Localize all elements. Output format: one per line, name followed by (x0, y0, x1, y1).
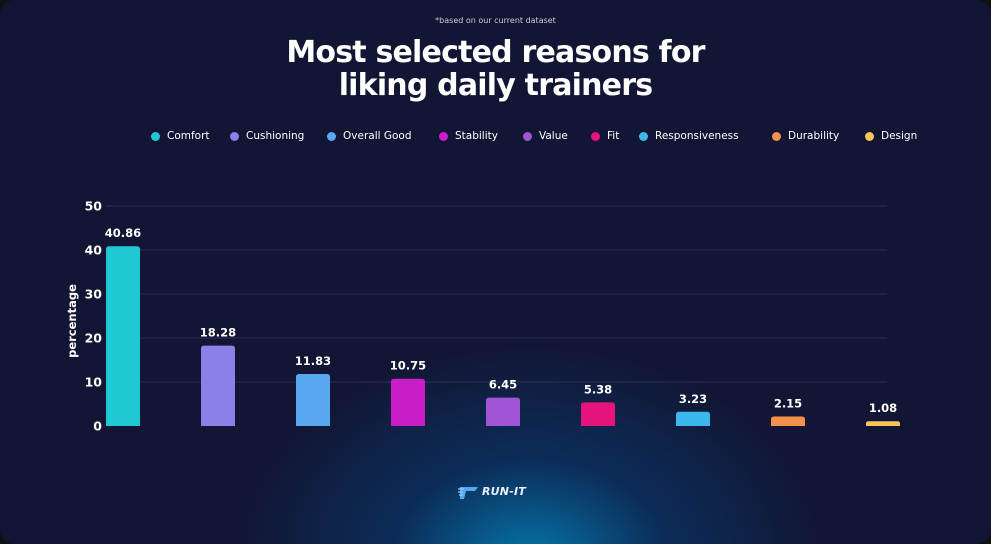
bar (771, 416, 805, 426)
y-tick-label: 0 (93, 419, 102, 434)
legend-swatch (439, 131, 448, 141)
y-axis-label: percentage (65, 284, 79, 358)
bar-value-label: 18.28 (200, 326, 236, 340)
logo-icon (458, 487, 478, 499)
chart-title-line-1: Most selected reasons for (286, 35, 705, 70)
legend-item: Stability (439, 130, 498, 142)
bar (676, 411, 710, 426)
legend-swatch (639, 131, 648, 141)
legend-item: Durability (772, 130, 839, 142)
bar-value-label: 11.83 (295, 354, 331, 368)
bar (296, 373, 330, 426)
bar-value-label: 2.15 (774, 397, 802, 411)
legend-label: Value (539, 130, 568, 142)
bar-value-label: 40.86 (105, 226, 141, 240)
legend-swatch (772, 131, 781, 141)
legend-swatch (327, 131, 336, 141)
bar-value-label: 3.23 (679, 392, 707, 406)
dataset-note: *based on our current dataset (435, 16, 556, 25)
legend-label: Cushioning (246, 130, 305, 142)
bar (866, 421, 900, 426)
legend-label: Overall Good (343, 130, 412, 142)
legend-item: Overall Good (327, 130, 412, 142)
legend-label: Design (881, 130, 918, 142)
bar-value-label: 5.38 (584, 382, 612, 396)
legend-label: Responsiveness (655, 130, 739, 142)
legend: Comfort Cushioning Overall Good Stability Va… (0, 130, 991, 146)
legend-swatch (151, 131, 160, 141)
chart-title: Most selected reasons for liking daily t… (0, 36, 991, 102)
chart-title-line-2: liking daily trainers (338, 68, 653, 103)
legend-item: Fit (591, 130, 619, 142)
bar (581, 402, 615, 426)
bar (201, 345, 235, 426)
legend-swatch (591, 131, 600, 141)
legend-swatch (523, 131, 532, 141)
y-tick-label: 50 (85, 199, 103, 214)
bar (486, 397, 520, 426)
legend-item: Design (865, 130, 917, 142)
legend-swatch (865, 131, 874, 141)
bar-value-label: 6.45 (489, 378, 517, 392)
bar (106, 246, 140, 426)
y-tick-label: 40 (85, 243, 103, 258)
legend-label: Durability (788, 130, 840, 142)
legend-label: Comfort (167, 130, 210, 142)
bar-value-label: 10.75 (390, 359, 426, 373)
bar-value-label: 1.08 (869, 401, 897, 415)
legend-label: Stability (455, 130, 498, 142)
logo-text: RUN-IT (482, 485, 526, 498)
legend-label: Fit (607, 130, 620, 142)
legend-item: Cushioning (230, 130, 304, 142)
bar (391, 378, 425, 426)
legend-item: Value (523, 130, 568, 142)
y-tick-label: 10 (85, 375, 103, 390)
legend-swatch (230, 131, 239, 141)
legend-item: Responsiveness (639, 130, 739, 142)
legend-item: Comfort (151, 130, 210, 142)
y-tick-label: 20 (85, 331, 103, 346)
y-tick-label: 30 (85, 287, 103, 302)
brand-logo: RUN-IT (458, 484, 538, 504)
